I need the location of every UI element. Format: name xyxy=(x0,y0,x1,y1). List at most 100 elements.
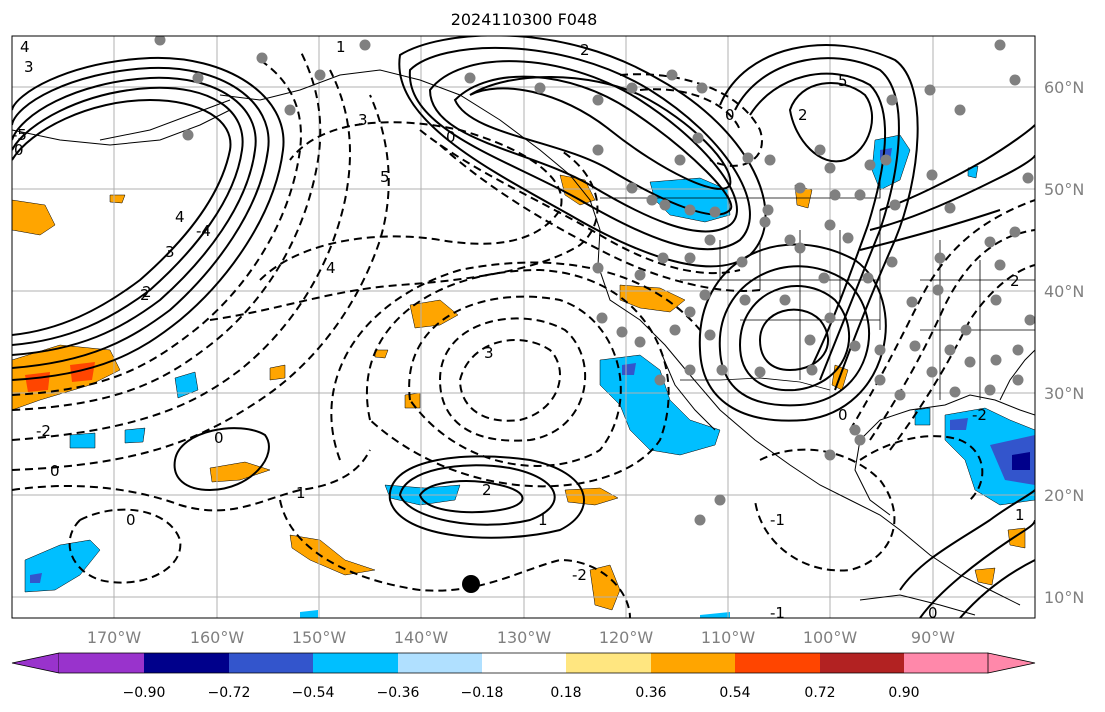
station-dot xyxy=(954,104,966,116)
colorbar-segment xyxy=(566,653,651,673)
colorbar-tick: −0.18 xyxy=(461,685,504,701)
station-dot xyxy=(284,104,296,116)
station-dot xyxy=(889,199,901,211)
blue-region xyxy=(24,539,101,593)
colorbar-segment xyxy=(398,653,482,673)
blue-region xyxy=(300,610,318,618)
colorbar-tick: 0.72 xyxy=(804,685,835,701)
station-dot xyxy=(314,69,326,81)
map-frame xyxy=(11,35,1036,619)
station-dot xyxy=(704,329,716,341)
contour-label: -1 xyxy=(770,511,785,529)
contour-label: 2 xyxy=(1010,272,1020,290)
station-dot xyxy=(824,312,836,324)
station-dot xyxy=(684,252,696,264)
station-dot xyxy=(880,154,892,166)
colorbar-segment xyxy=(904,653,988,673)
station-dot xyxy=(794,242,806,254)
station-dot xyxy=(849,340,861,352)
station-dot xyxy=(742,152,754,164)
station-dot xyxy=(692,132,704,144)
station-dot xyxy=(874,344,886,356)
contour-label: 3 xyxy=(165,243,175,261)
station-dot xyxy=(616,326,628,338)
station-dot xyxy=(739,294,751,306)
blue-region xyxy=(1012,452,1030,470)
contour-lines xyxy=(12,36,1035,618)
station-dot xyxy=(634,336,646,348)
contour-label: 3 xyxy=(358,111,368,129)
station-dot xyxy=(886,256,898,268)
contour-label: 3 xyxy=(24,58,34,76)
station-dot xyxy=(984,384,996,396)
contour-label: 2 xyxy=(140,286,150,304)
contour-label: 4 xyxy=(326,259,336,277)
contour-label: 2 xyxy=(482,481,492,499)
orange-region xyxy=(12,199,56,236)
colorbar-tick: 0.54 xyxy=(719,685,750,701)
lon-tick-labels: 170°W 160°W 150°W 140°W 130°W 120°W 110°… xyxy=(87,628,955,647)
station-dot xyxy=(984,236,996,248)
colorbar-segment xyxy=(59,653,144,673)
orange-region xyxy=(289,534,376,576)
blue-region xyxy=(69,432,96,449)
contour-label: 4 xyxy=(175,208,185,226)
station-dot xyxy=(926,169,938,181)
lat-tick-labels: 60°N 50°N 40°N 30°N 20°N 10°N xyxy=(1044,78,1084,607)
station-dot xyxy=(634,269,646,281)
contour-label: 1 xyxy=(1015,506,1025,524)
colorbar-segment xyxy=(820,653,904,673)
station-dot xyxy=(990,354,1002,366)
blue-region xyxy=(174,371,199,399)
lon-tick: 140°W xyxy=(394,628,449,647)
station-dot xyxy=(684,306,696,318)
station-dot xyxy=(736,256,748,268)
orange-region xyxy=(589,564,621,611)
colorbar-segment xyxy=(144,653,229,673)
colorbar-segment xyxy=(735,653,820,673)
station-dots xyxy=(154,36,1035,526)
station-dot xyxy=(684,364,696,376)
colorbar-tick: −0.72 xyxy=(208,685,251,701)
station-dot xyxy=(824,449,836,461)
colorbar-extend-right xyxy=(987,652,1036,674)
station-dot xyxy=(659,199,671,211)
colorbar-segment xyxy=(229,653,313,673)
colorbar-tick: −0.54 xyxy=(292,685,335,701)
station-dot xyxy=(886,94,898,106)
colorbar-segment xyxy=(651,653,735,673)
blue-region xyxy=(622,363,636,375)
station-dot xyxy=(534,82,546,94)
orange-region xyxy=(269,364,286,381)
station-dot xyxy=(1022,172,1034,184)
station-dot xyxy=(1012,344,1024,356)
contour-label: 0 xyxy=(446,128,456,146)
station-dot xyxy=(824,162,836,174)
orange-region xyxy=(209,461,271,483)
station-dot xyxy=(874,374,886,386)
station-dot xyxy=(762,204,774,216)
lon-tick: 160°W xyxy=(190,628,245,647)
station-dot xyxy=(960,324,972,336)
station-dot xyxy=(694,514,706,526)
lon-tick: 150°W xyxy=(292,628,347,647)
station-dot xyxy=(626,182,638,194)
station-dot xyxy=(684,204,696,216)
station-dot xyxy=(674,154,686,166)
contour-label: 0 xyxy=(14,141,24,159)
colorbar-extend-left xyxy=(11,652,60,674)
station-dot xyxy=(709,206,721,218)
blue-region xyxy=(700,612,730,618)
lon-tick: 110°W xyxy=(701,628,756,647)
station-dot xyxy=(359,39,371,51)
orange-region xyxy=(619,284,686,313)
station-dot xyxy=(704,234,716,246)
station-dot xyxy=(666,69,678,81)
station-dot xyxy=(849,424,861,436)
contour-label: 3 xyxy=(484,344,494,362)
contour-label: 1 xyxy=(336,38,346,56)
station-dot xyxy=(592,144,604,156)
station-dot xyxy=(806,364,818,376)
blue-region xyxy=(950,418,968,430)
contour-labels: 4 3 1 2 2 0 5 0 3 5 4 3 2 1 0 2 0 -2 4 3… xyxy=(12,38,1025,618)
